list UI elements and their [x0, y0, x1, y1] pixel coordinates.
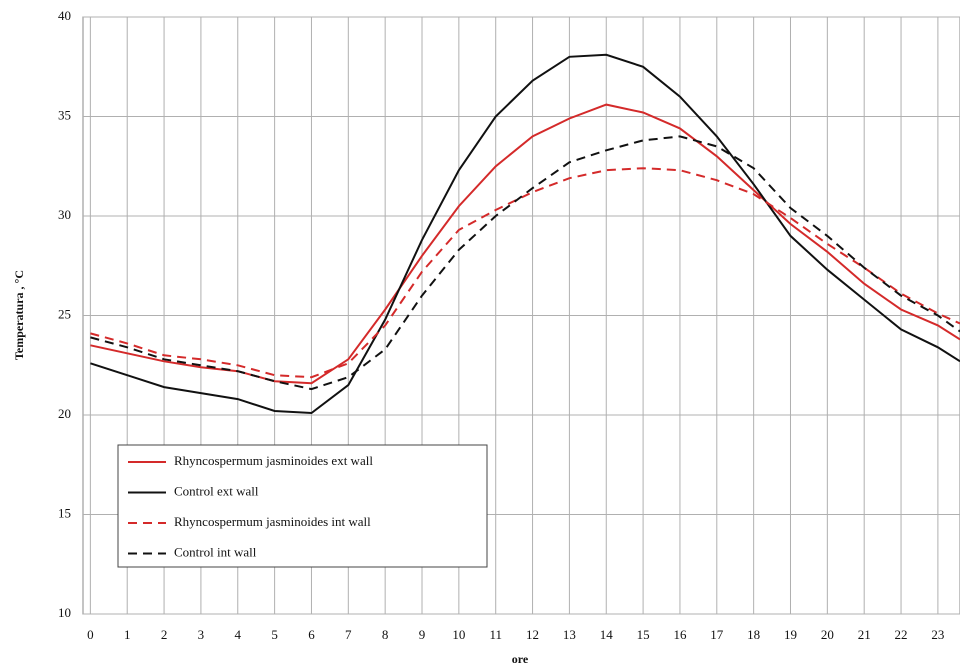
legend: Rhyncospermum jasminoides ext wall Contro…	[117, 444, 488, 568]
y-tick-label: 10	[58, 605, 71, 620]
y-axis-label: Temperatura , °C	[12, 270, 26, 360]
x-tick-label: 2	[161, 627, 168, 642]
x-tick-label: 8	[382, 627, 389, 642]
x-tick-label: 17	[710, 627, 724, 642]
legend-box	[117, 444, 488, 568]
x-axis-label: ore	[512, 652, 529, 666]
y-tick-label: 30	[58, 207, 71, 222]
x-tick-label: 22	[895, 627, 908, 642]
x-tick-label: 4	[235, 627, 242, 642]
x-tick-label: 19	[784, 627, 797, 642]
x-tick-label: 16	[673, 627, 687, 642]
x-tick-label: 18	[747, 627, 760, 642]
legend-label: Control ext wall	[174, 483, 259, 498]
x-tick-label: 13	[563, 627, 576, 642]
x-tick-label: 3	[198, 627, 205, 642]
x-tick-label: 9	[419, 627, 426, 642]
legend-label: Control int wall	[174, 544, 257, 559]
x-tick-label: 14	[600, 627, 614, 642]
x-tick-label: 23	[931, 627, 944, 642]
x-tick-label: 7	[345, 627, 352, 642]
y-tick-label: 35	[58, 107, 71, 122]
y-tick-label: 25	[58, 306, 71, 321]
series-line	[90, 167, 960, 379]
legend-label: Rhyncospermum jasminoides int wall	[174, 514, 371, 529]
y-tick-label: 20	[58, 406, 71, 421]
legend-label: Rhyncospermum jasminoides ext wall	[174, 453, 373, 468]
x-tick-label: 5	[271, 627, 278, 642]
x-tick-label: 10	[452, 627, 465, 642]
x-tick-label: 12	[526, 627, 539, 642]
y-tick-label: 40	[58, 8, 71, 23]
x-tick-label: 11	[489, 627, 502, 642]
x-tick-label: 1	[124, 627, 131, 642]
x-tick-label: 21	[858, 627, 871, 642]
x-tick-label: 0	[87, 627, 94, 642]
y-tick-label: 15	[58, 505, 71, 520]
series-line	[90, 135, 960, 391]
x-tick-label: 15	[637, 627, 650, 642]
x-tick-label: 6	[308, 627, 315, 642]
series-line	[90, 53, 960, 415]
x-tick-label: 20	[821, 627, 834, 642]
